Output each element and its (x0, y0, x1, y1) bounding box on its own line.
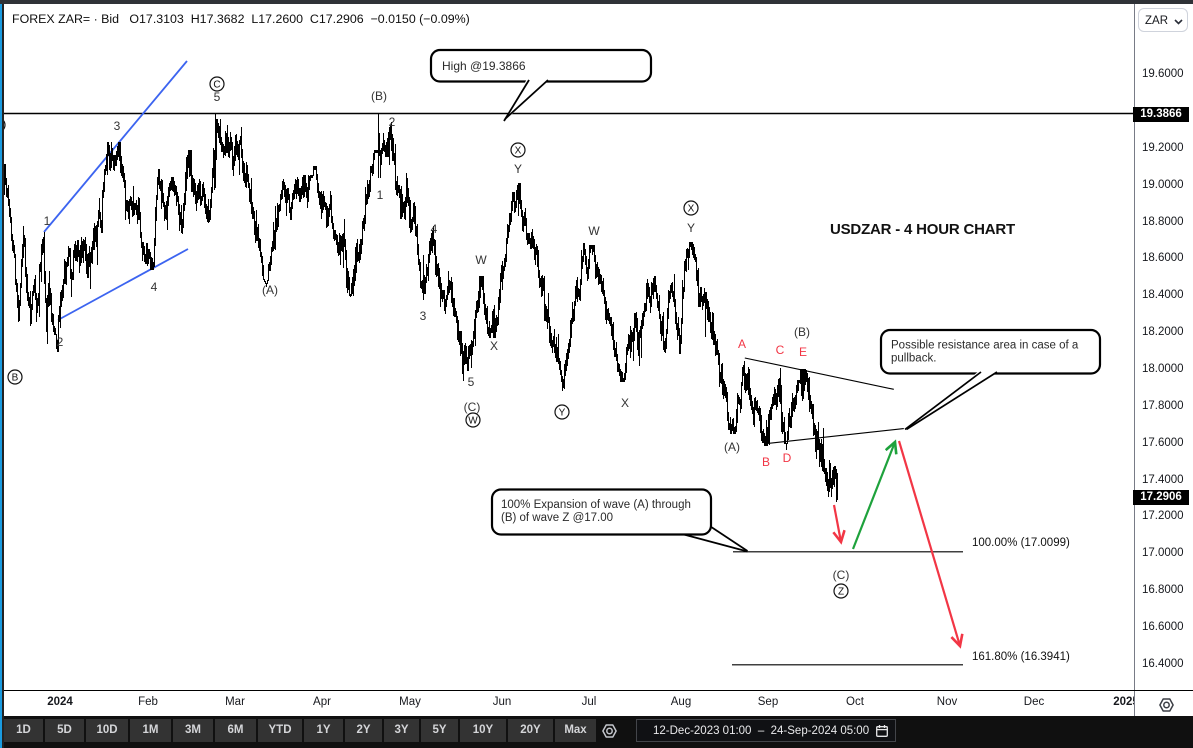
svg-text:100.00% (17.0099): 100.00% (17.0099) (972, 537, 1070, 549)
svg-text:(B): (B) (794, 325, 810, 339)
svg-text:1: 1 (44, 214, 51, 228)
svg-text:5: 5 (214, 90, 221, 104)
svg-text:USDZAR - 4 HOUR CHART: USDZAR - 4 HOUR CHART (830, 221, 1015, 238)
svg-text:161.80% (16.3941): 161.80% (16.3941) (972, 651, 1070, 663)
svg-text:3: 3 (114, 119, 121, 133)
svg-text:1: 1 (377, 188, 384, 202)
svg-text:High @19.3866: High @19.3866 (442, 59, 526, 73)
svg-text:2: 2 (389, 115, 396, 129)
svg-text:A: A (738, 337, 746, 351)
svg-text:X: X (515, 146, 522, 157)
svg-text:Y: Y (514, 162, 522, 176)
svg-text:C: C (213, 80, 220, 91)
svg-text:(C): (C) (464, 400, 481, 414)
svg-text:X: X (490, 339, 498, 353)
svg-text:W: W (588, 224, 600, 238)
svg-text:Possible resistance area in ca: Possible resistance area in case of a (891, 340, 1079, 352)
svg-text:4: 4 (151, 280, 158, 294)
svg-text:5: 5 (468, 375, 475, 389)
svg-text:4: 4 (431, 222, 438, 236)
svg-text:(B): (B) (371, 89, 387, 103)
svg-text:X: X (621, 396, 629, 410)
svg-text:(A): (A) (262, 283, 278, 297)
svg-text:E: E (799, 345, 807, 359)
svg-text:(A): (A) (724, 440, 740, 454)
svg-text:(B) of wave Z @17.00: (B) of wave Z @17.00 (501, 512, 613, 524)
svg-text:100% Expansion of wave (A) thr: 100% Expansion of wave (A) through (501, 499, 691, 511)
svg-text:2: 2 (57, 335, 64, 349)
svg-text:Y: Y (559, 408, 566, 419)
svg-text:C: C (776, 343, 785, 357)
svg-text:B: B (12, 373, 19, 384)
svg-text:B: B (762, 455, 770, 469)
svg-text:3: 3 (420, 309, 427, 323)
svg-text:X: X (688, 204, 695, 215)
svg-text:pullback.: pullback. (891, 353, 936, 365)
svg-text:(C): (C) (833, 568, 850, 582)
svg-text:Y: Y (687, 221, 695, 235)
svg-text:Z: Z (838, 587, 844, 598)
svg-text:W: W (475, 253, 487, 267)
svg-text:W: W (468, 416, 478, 427)
svg-text:D: D (783, 451, 792, 465)
